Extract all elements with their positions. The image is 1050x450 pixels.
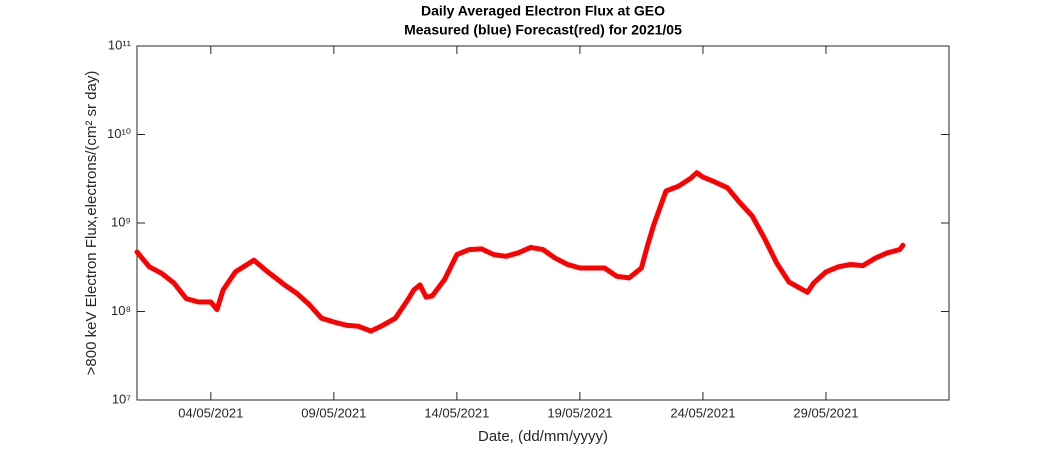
y-tick-label: 10⁹ <box>111 214 131 229</box>
y-tick-label: 10⁷ <box>112 391 131 406</box>
x-tick-label: 09/05/2021 <box>301 405 366 420</box>
chart-subtitle: Measured (blue) Forecast(red) for 2021/0… <box>404 22 682 38</box>
y-tick-label: 10¹⁰ <box>107 126 131 141</box>
y-axis-label: >800 keV Electron Flux,electrons/(cm² sr… <box>83 71 100 376</box>
x-axis-label: Date, (dd/mm/yyyy) <box>478 428 608 445</box>
x-tick-label: 29/05/2021 <box>793 405 858 420</box>
plot-frame <box>136 45 950 401</box>
y-tick-label: 10¹¹ <box>108 37 132 52</box>
y-tick-label: 10⁸ <box>111 303 131 318</box>
chart-title: Daily Averaged Electron Flux at GEO <box>421 3 665 19</box>
x-tick-label: 14/05/2021 <box>424 405 489 420</box>
data-line <box>134 170 906 334</box>
x-tick-label: 19/05/2021 <box>547 405 612 420</box>
x-tick-label: 24/05/2021 <box>670 405 735 420</box>
x-tick-label: 04/05/2021 <box>178 405 243 420</box>
